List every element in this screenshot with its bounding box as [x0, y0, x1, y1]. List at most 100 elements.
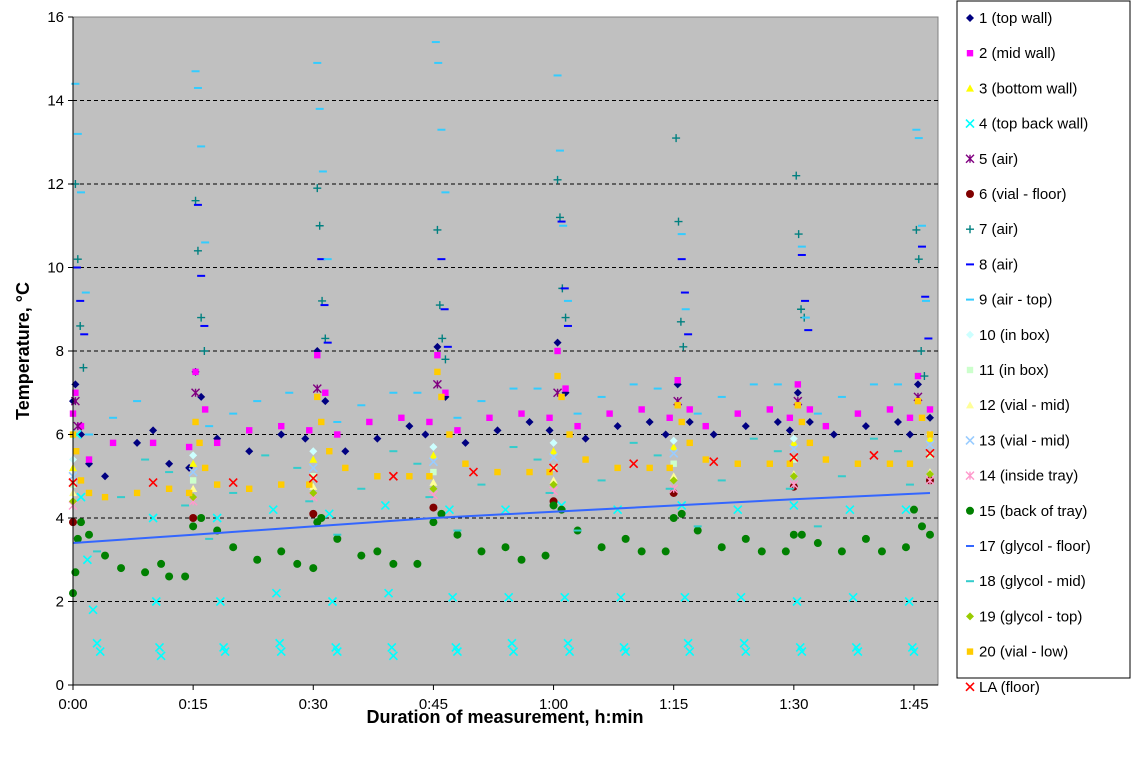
data-point [901, 505, 911, 515]
data-point [434, 368, 441, 376]
data-point [185, 443, 193, 451]
data-point [517, 555, 526, 564]
data-point [666, 414, 673, 421]
data-point [909, 505, 918, 514]
data-point [792, 596, 802, 607]
data-point [925, 448, 935, 458]
data-point [429, 451, 438, 459]
data-point [709, 457, 719, 467]
data-point [861, 534, 870, 543]
data-point [277, 430, 286, 439]
data-point [822, 422, 830, 430]
data-point [448, 592, 458, 602]
data-point [501, 543, 510, 552]
data-point [786, 414, 794, 421]
data-point [85, 456, 93, 463]
data-point [709, 430, 718, 439]
legend-label: 20 (vial - low) [979, 644, 1068, 661]
data-point [133, 438, 142, 447]
data-point [553, 175, 562, 184]
data-point [486, 414, 493, 421]
data-point [309, 482, 318, 490]
data-point [213, 439, 221, 447]
data-point [549, 480, 558, 489]
data-point [76, 321, 85, 330]
data-point [306, 427, 313, 434]
y-tick-label: 6 [56, 427, 64, 444]
legend-label: 11 (in box) [979, 362, 1049, 379]
data-point [526, 468, 533, 476]
data-point [645, 417, 654, 426]
data-point [429, 443, 438, 452]
data-point [494, 468, 501, 476]
data-point [246, 485, 253, 492]
data-point [438, 393, 445, 401]
legend-marker [966, 330, 974, 339]
x-tick-label: 0:00 [58, 696, 87, 713]
data-point [191, 196, 200, 205]
data-point [781, 547, 790, 556]
data-point [548, 452, 559, 463]
data-point [646, 464, 653, 472]
data-point [669, 443, 678, 451]
data-point [805, 417, 814, 426]
data-point [794, 230, 803, 239]
data-point [680, 592, 690, 602]
data-point [666, 464, 673, 472]
data-point [686, 406, 693, 413]
data-point [314, 351, 321, 359]
y-tick-label: 14 [47, 93, 64, 110]
data-point [861, 422, 870, 431]
data-point [148, 477, 158, 488]
data-point [792, 171, 801, 180]
data-point [374, 473, 381, 480]
data-point [508, 647, 519, 657]
data-point [383, 588, 394, 598]
data-point [309, 509, 318, 518]
data-point [188, 467, 198, 477]
data-point [151, 596, 161, 607]
series-3-bottom-wall [69, 434, 934, 472]
data-point [366, 418, 373, 426]
data-point [275, 638, 285, 648]
data-point [797, 530, 806, 539]
data-point [837, 547, 846, 556]
legend-marker [966, 14, 974, 22]
data-point [669, 436, 678, 445]
legend-item: 8 (air) [966, 256, 1018, 273]
data-point [789, 500, 799, 511]
data-point [165, 459, 174, 468]
data-point [558, 393, 565, 401]
data-point [661, 547, 670, 556]
data-point [430, 468, 437, 476]
data-point [309, 564, 318, 573]
data-point [869, 450, 879, 460]
data-point [73, 534, 82, 543]
data-point [877, 547, 886, 556]
data-point [789, 452, 799, 463]
x-tick-label: 1:15 [659, 696, 688, 713]
data-point [441, 355, 450, 364]
data-point [333, 534, 342, 543]
data-point [405, 422, 414, 431]
data-point [546, 468, 553, 476]
legend: 1 (top wall) 2 (mid wall) 3 (bottom wall) 4… [956, 0, 1131, 696]
data-point [301, 434, 310, 443]
data-point [717, 543, 726, 552]
y-tick-label: 10 [47, 260, 64, 277]
data-point [685, 417, 694, 426]
legend-item: 11 (in box) [966, 362, 1049, 379]
data-point [669, 448, 679, 458]
legend-item: 7 (air) [966, 221, 1018, 238]
y-tick-label: 16 [47, 9, 64, 26]
data-point [597, 543, 606, 552]
data-point [72, 389, 79, 396]
data-point [373, 434, 382, 443]
data-point [324, 509, 334, 519]
x-tick-label: 0:45 [419, 696, 448, 713]
data-point [406, 473, 413, 480]
data-point [277, 547, 286, 556]
data-point [906, 414, 914, 421]
data-point [220, 647, 230, 657]
data-point [757, 547, 766, 556]
